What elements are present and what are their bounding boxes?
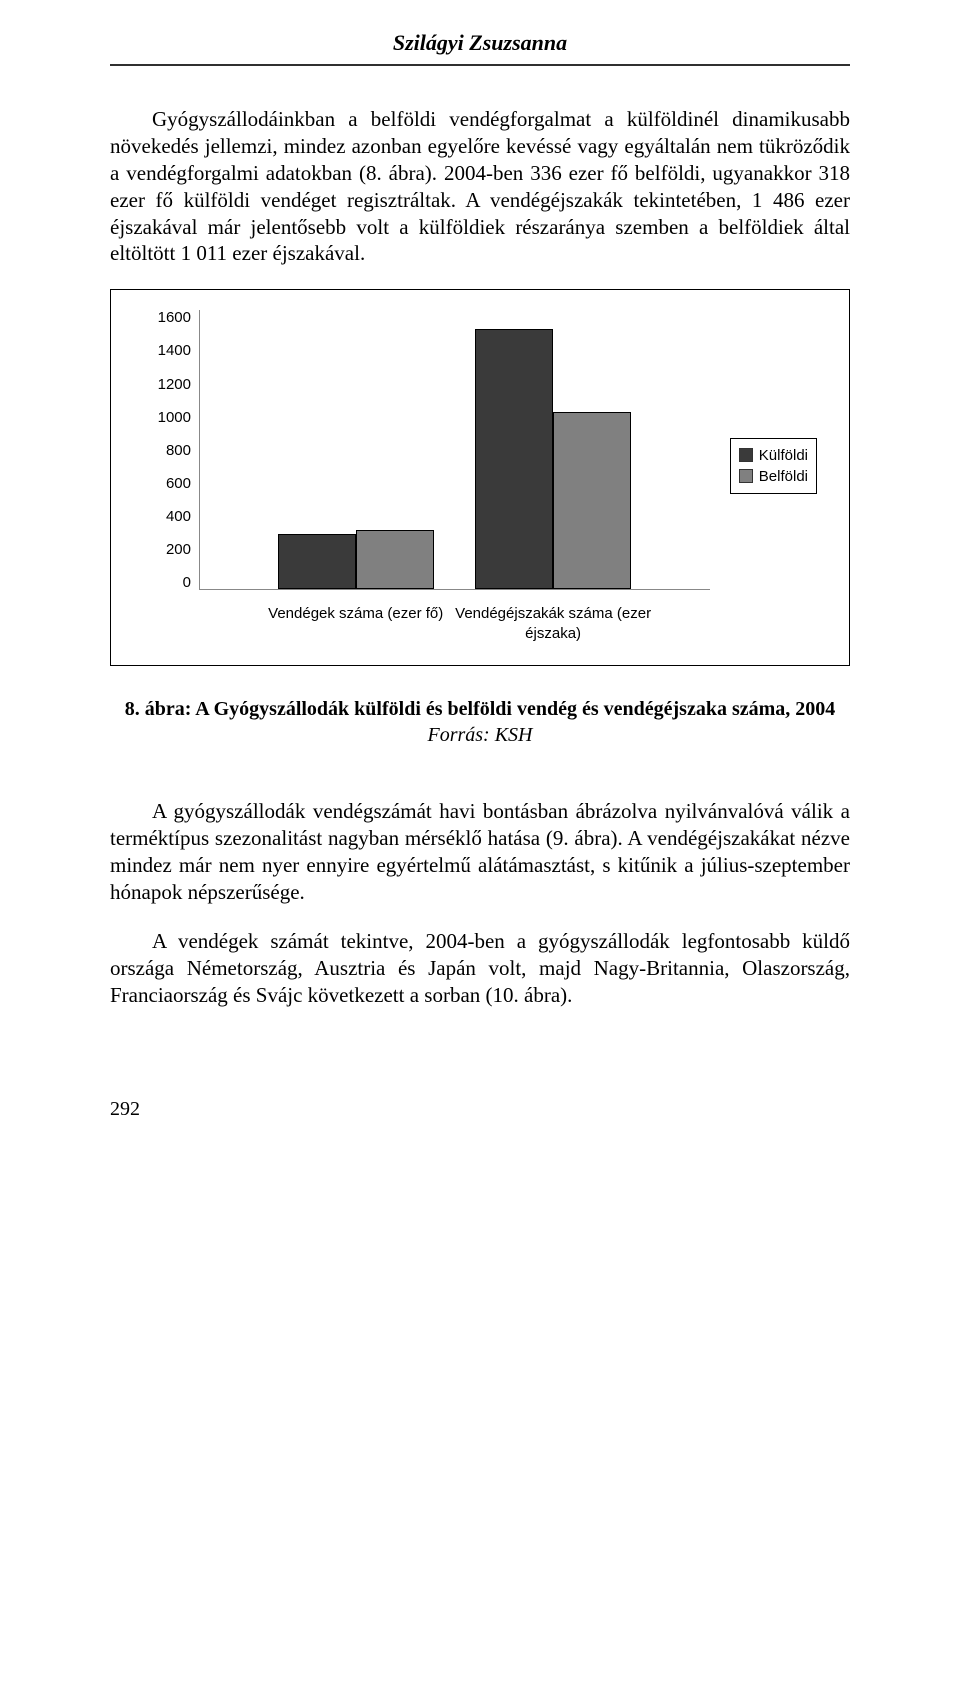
category-labels: Vendégek száma (ezer fő)Vendégéjszakák s… (199, 598, 710, 643)
y-tick: 0 (183, 575, 191, 590)
paragraph-1-text: Gyógyszállodáinkban a belföldi vendégfor… (110, 107, 850, 265)
chart-container: 1600 1400 1200 1000 800 600 400 200 0 Vendégek s… (110, 289, 850, 666)
y-axis: 1600 1400 1200 1000 800 600 400 200 0 (143, 310, 199, 590)
paragraph-2: A gyógyszállodák vendégszámát havi bontá… (110, 798, 850, 906)
legend: Külföldi Belföldi (730, 438, 817, 494)
bar-group (258, 530, 455, 589)
paragraph-3-text: A vendégek számát tekintve, 2004-ben a g… (110, 929, 850, 1007)
paragraph-1: Gyógyszállodáinkban a belföldi vendégfor… (110, 106, 850, 267)
chart-plot-area: 16001400120010008006004002000 Vendégek s… (143, 318, 710, 643)
y-tick: 1400 (158, 343, 191, 358)
legend-label: Belföldi (759, 468, 808, 485)
header-rule (110, 64, 850, 66)
page-author: Szilágyi Zsuzsanna (110, 30, 850, 56)
y-tick: 200 (166, 542, 191, 557)
plot-region (199, 310, 710, 590)
legend-swatch (739, 469, 753, 483)
page-number: 292 (110, 1098, 850, 1121)
y-tick: 1600 (158, 310, 191, 325)
bar (553, 412, 631, 589)
legend-item: Külföldi (739, 445, 808, 466)
bar-group (455, 329, 652, 589)
bar (278, 534, 356, 590)
y-tick: 600 (166, 476, 191, 491)
category-label: Vendégéjszakák száma (ezer éjszaka) (454, 604, 651, 643)
paragraph-2-text: A gyógyszállodák vendégszámát havi bontá… (110, 799, 850, 904)
legend-item: Belföldi (739, 466, 808, 487)
legend-label: Külföldi (759, 447, 808, 464)
y-tick: 1200 (158, 377, 191, 392)
y-tick: 1000 (158, 410, 191, 425)
figure-caption: 8. ábra: A Gyógyszállodák külföldi és be… (110, 696, 850, 748)
y-tick: 800 (166, 443, 191, 458)
chart-inner: 16001400120010008006004002000 Vendégek s… (143, 318, 817, 643)
y-tick: 400 (166, 509, 191, 524)
paragraph-3: A vendégek számát tekintve, 2004-ben a g… (110, 928, 850, 1009)
caption-source: Forrás: KSH (427, 724, 532, 746)
legend-swatch (739, 448, 753, 462)
category-label: Vendégek száma (ezer fő) (257, 604, 454, 643)
caption-title: 8. ábra: A Gyógyszállodák külföldi és be… (125, 698, 836, 720)
bar (356, 530, 434, 589)
bar (475, 329, 553, 589)
